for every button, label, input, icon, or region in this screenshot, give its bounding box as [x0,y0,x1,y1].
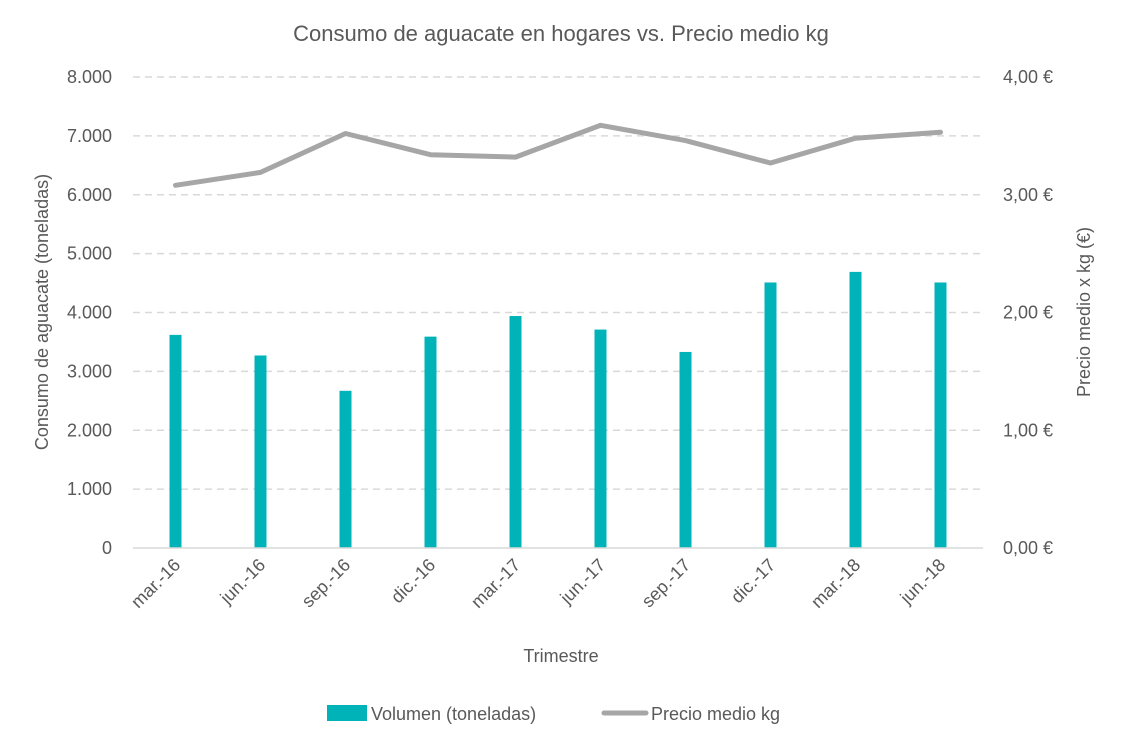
bar [849,271,862,548]
left-tick-label: 2.000 [67,420,112,440]
bar [764,282,777,548]
legend: Volumen (toneladas) Precio medio kg [327,704,780,724]
x-tick-label: mar.-18 [807,555,864,612]
x-tick-label: jun.-17 [556,555,610,609]
legend-label-volumen: Volumen (toneladas) [371,704,536,724]
bar [339,390,352,548]
left-tick-label: 6.000 [67,185,112,205]
price-line [173,122,943,188]
right-axis-ticks: 0,00 € 1,00 € 2,00 € 3,00 € 4,00 € [1003,67,1053,558]
left-axis-title: Consumo de aguacate (toneladas) [32,174,52,450]
x-tick-label: dic.-16 [387,555,439,607]
chart-title: Consumo de aguacate en hogares vs. Preci… [293,21,829,46]
x-tick-label: dic.-17 [727,555,779,607]
legend-swatch-volumen [327,705,367,721]
right-tick-label: 4,00 € [1003,67,1053,87]
left-tick-label: 0 [102,538,112,558]
left-tick-label: 3.000 [67,361,112,381]
x-tick-label: mar.-16 [127,555,184,612]
bar [594,329,607,548]
bar [934,282,947,548]
left-tick-label: 1.000 [67,479,112,499]
right-tick-label: 3,00 € [1003,185,1053,205]
left-axis-ticks: 0 1.000 2.000 3.000 4.000 5.000 6.000 7.000 8.00… [67,67,112,558]
bar [254,355,267,548]
x-tick-label: mar.-17 [467,555,524,612]
bar [509,316,522,548]
legend-label-precio: Precio medio kg [651,704,780,724]
left-tick-label: 8.000 [67,67,112,87]
gridlines [133,76,983,490]
right-tick-label: 0,00 € [1003,538,1053,558]
left-tick-label: 5.000 [67,244,112,264]
x-tick-label: sep.-17 [638,555,695,612]
x-axis-ticks: mar.-16 jun.-16 sep.-16 dic.-16 mar.-17 jun.-… [127,555,949,612]
right-tick-label: 1,00 € [1003,420,1053,440]
left-tick-label: 4.000 [67,303,112,323]
bar [424,336,437,548]
x-tick-label: jun.-16 [216,555,270,609]
left-tick-label: 7.000 [67,126,112,146]
bar [679,351,692,548]
bar-series [169,271,947,548]
bar [169,334,182,548]
line-series [173,122,943,188]
x-tick-label: sep.-16 [298,555,355,612]
right-tick-label: 2,00 € [1003,303,1053,323]
x-tick-label: jun.-18 [896,555,950,609]
x-axis-title: Trimestre [523,646,598,666]
right-axis-title: Precio medio x kg (€) [1074,227,1094,397]
